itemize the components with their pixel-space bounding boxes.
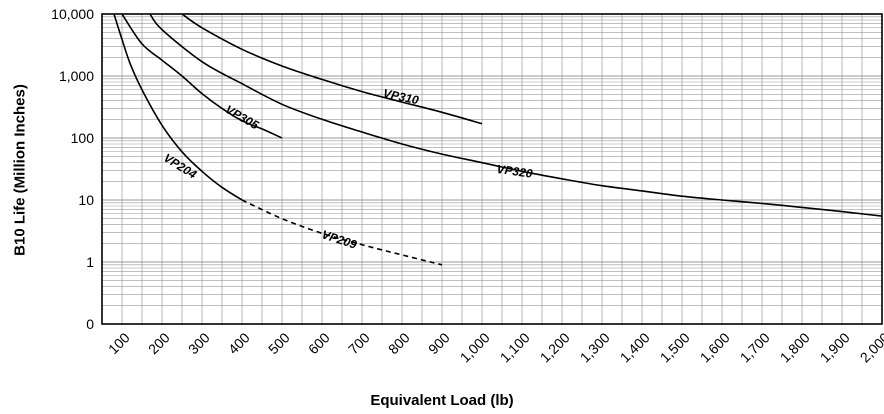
x-tick: 100 <box>105 329 133 357</box>
curve-label-vp310: VP310 <box>382 86 420 107</box>
x-tick-label: 1,500 <box>657 329 693 365</box>
x-tick: 1,800 <box>777 329 813 365</box>
x-tick: 800 <box>385 329 413 357</box>
x-tick-label: 900 <box>425 329 453 357</box>
x-tick: 700 <box>345 329 373 357</box>
series-line-vp204 <box>113 14 243 201</box>
y-tick-label: 0 <box>86 316 94 332</box>
x-tick: 400 <box>225 329 253 357</box>
x-tick-label: 200 <box>145 329 173 357</box>
y-axis-label: B10 Life (Million Inches) <box>11 84 29 256</box>
x-tick: 200 <box>145 329 173 357</box>
series-line-vp320 <box>149 14 882 217</box>
x-tick: 300 <box>185 329 213 357</box>
curve-label-vp320: VP320 <box>496 162 534 181</box>
series-group <box>113 14 882 266</box>
x-tick: 1,000 <box>457 329 493 365</box>
x-tick: 2,000 <box>857 329 884 365</box>
series-line-vp209 <box>241 199 443 266</box>
series-line-vp310 <box>181 14 483 125</box>
x-tick-label: 1,800 <box>777 329 813 365</box>
curve-label-vp204: VP204 <box>161 151 199 182</box>
y-tick-label: 1,000 <box>59 68 94 84</box>
x-tick: 1,600 <box>697 329 733 365</box>
x-tick-label: 400 <box>225 329 253 357</box>
x-tick: 1,500 <box>657 329 693 365</box>
x-tick-label: 1,900 <box>817 329 853 365</box>
x-tick: 1,100 <box>497 329 533 365</box>
y-tick-label: 1 <box>86 254 94 270</box>
x-tick-label: 1,300 <box>577 329 613 365</box>
series-line-vp305 <box>121 14 283 139</box>
x-tick: 500 <box>265 329 293 357</box>
y-tick-labels: 0 1 10 100 1,000 10,000 <box>51 6 94 332</box>
x-tick: 1,700 <box>737 329 773 365</box>
y-tick-label: 10 <box>78 192 94 208</box>
x-tick: 900 <box>425 329 453 357</box>
x-tick: 1,400 <box>617 329 653 365</box>
x-axis-label: Equivalent Load (lb) <box>370 392 514 409</box>
x-tick-label: 1,100 <box>497 329 533 365</box>
x-tick: 600 <box>305 329 333 357</box>
x-tick-label: 1,600 <box>697 329 733 365</box>
x-tick: 1,300 <box>577 329 613 365</box>
plot-frame <box>101 13 883 325</box>
curve-label-vp209: VP209 <box>320 227 359 252</box>
x-tick-label: 100 <box>105 329 133 357</box>
x-tick-label: 2,000 <box>857 329 884 365</box>
x-tick-label: 300 <box>185 329 213 357</box>
x-tick-label: 1,400 <box>617 329 653 365</box>
x-tick-label: 1,700 <box>737 329 773 365</box>
x-tick-label: 500 <box>265 329 293 357</box>
x-tick-label: 700 <box>345 329 373 357</box>
x-tick-label: 600 <box>305 329 333 357</box>
x-tick-label: 1,000 <box>457 329 493 365</box>
x-tick-labels: 100 200 300 400 500 600 700 800 900 1,000 1,100 1,2… <box>105 329 884 365</box>
x-tick: 1,200 <box>537 329 573 365</box>
y-tick-label: 100 <box>71 130 95 146</box>
x-tick-label: 800 <box>385 329 413 357</box>
grid <box>102 14 882 324</box>
y-tick-label: 10,000 <box>51 6 94 22</box>
x-tick: 1,900 <box>817 329 853 365</box>
x-tick-label: 1,200 <box>537 329 573 365</box>
